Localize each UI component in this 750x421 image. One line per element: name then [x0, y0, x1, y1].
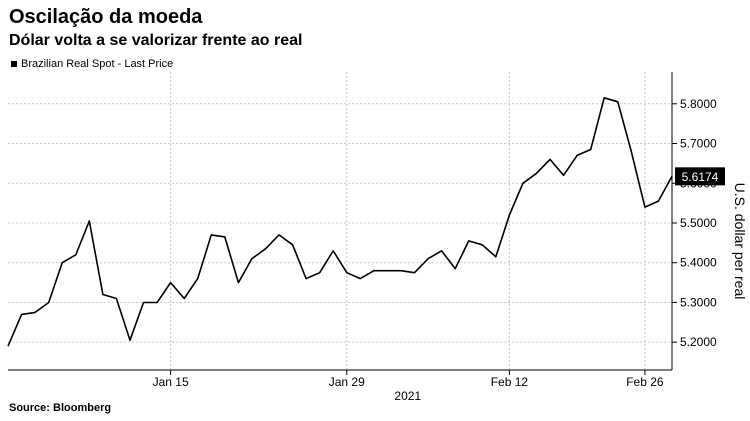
series-line-brazilian-real [7, 97, 673, 347]
y-tick-label: 5.7000 [680, 137, 717, 151]
x-tick-label: Jan 29 [329, 375, 365, 389]
x-tick-label: Feb 12 [491, 375, 529, 389]
x-axis-label: 2021 [394, 389, 421, 403]
legend-label: Brazilian Real Spot - Last Price [21, 58, 174, 70]
y-tick-label: 5.5000 [680, 216, 717, 230]
legend-swatch [11, 61, 17, 67]
legend: Brazilian Real Spot - Last Price [11, 58, 173, 70]
last-value-label: 5.6174 [682, 170, 719, 184]
y-tick-label: 5.3000 [680, 295, 717, 309]
chart-subtitle: Dólar volta a se valorizar frente ao rea… [9, 32, 303, 49]
y-tick-label: 5.2000 [680, 335, 717, 349]
y-axis-title: U.S. dollar per real [732, 183, 748, 300]
x-tick-label: Jan 15 [153, 375, 189, 389]
chart-title: Oscilação da moeda [9, 6, 203, 28]
x-tick-label: Feb 26 [626, 375, 664, 389]
y-tick-label: 5.8000 [680, 97, 717, 111]
last-value-badge [675, 167, 725, 186]
y-tick-label: 5.4000 [680, 256, 717, 270]
source-note: Source: Bloomberg [9, 402, 112, 414]
